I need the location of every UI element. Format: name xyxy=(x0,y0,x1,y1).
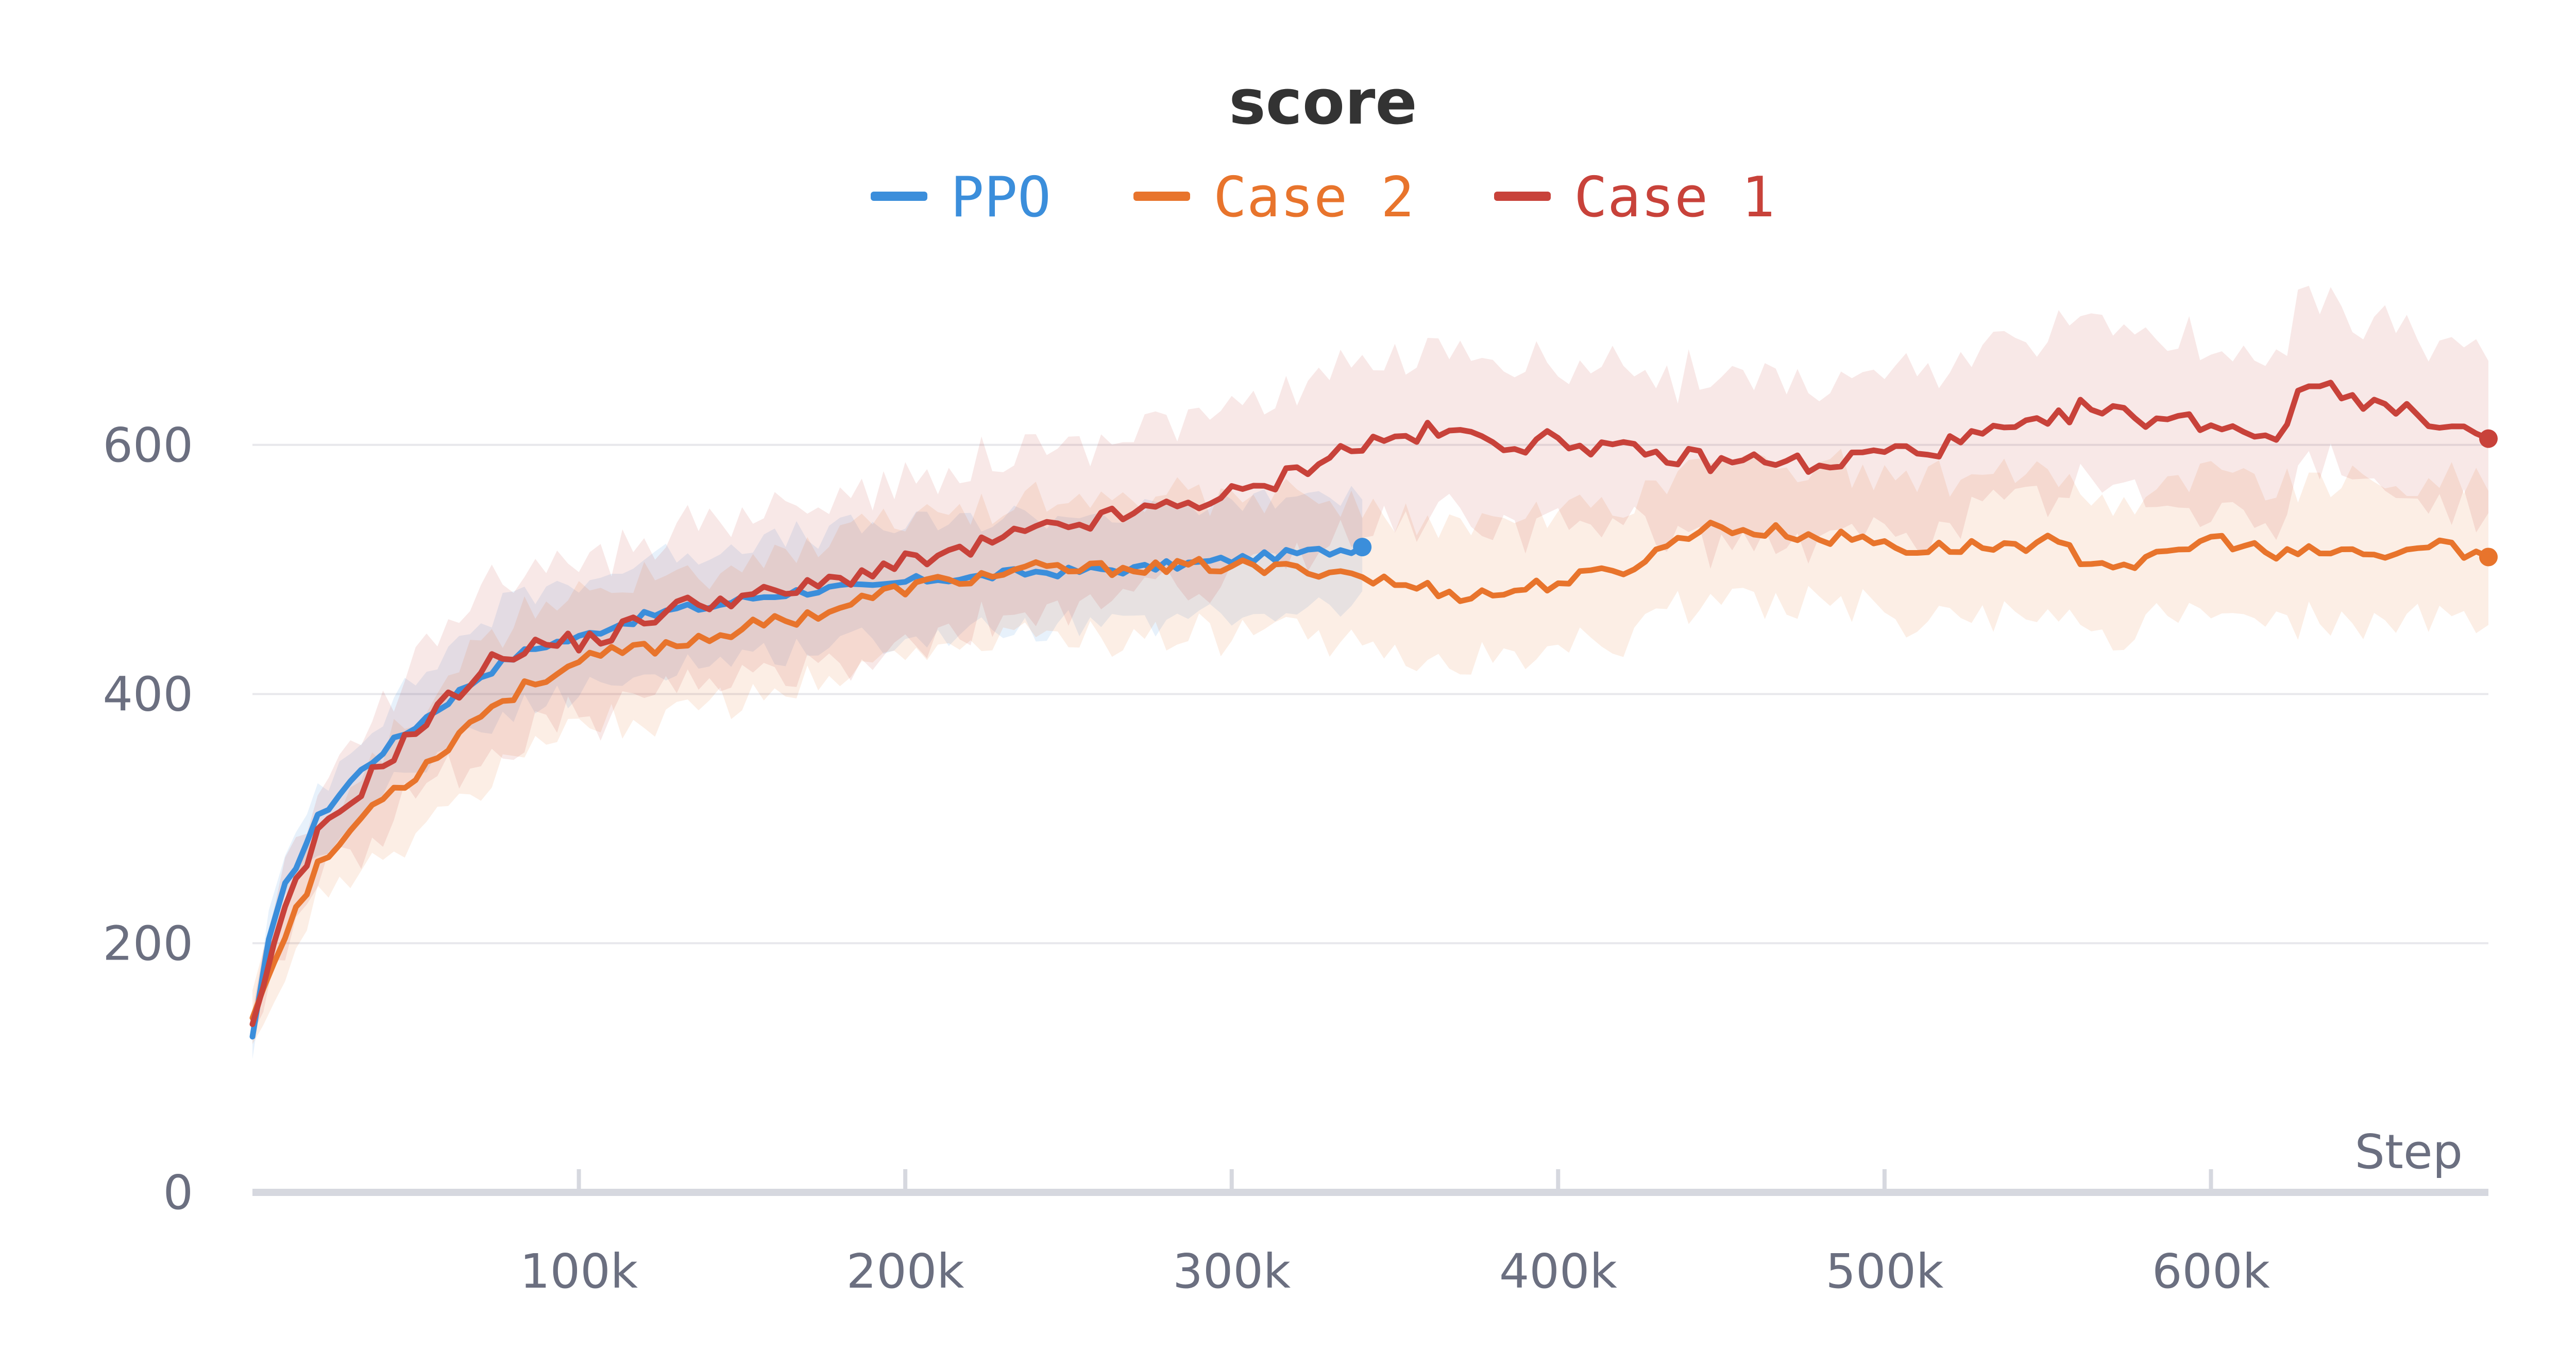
axes: 0 200 400 600 100k 200k 300k 400k 500k 600k xyxy=(103,418,2488,1299)
band-case-1 xyxy=(252,285,2488,1034)
confidence-bands xyxy=(252,285,2488,1059)
x-tick-label: 500k xyxy=(1825,1244,1944,1299)
series-endpoint-case-2 xyxy=(2479,548,2498,567)
legend-swatch xyxy=(871,192,927,201)
y-tick-label: 400 xyxy=(103,667,193,722)
legend-item-case-2: Case 2 xyxy=(1133,165,1414,230)
series-line-case-1 xyxy=(249,380,2492,1027)
chart-title: score xyxy=(1229,67,1417,139)
grid-lines xyxy=(252,443,2488,945)
legend-label: Case 1 xyxy=(1574,165,1775,230)
y-tick-label: 600 xyxy=(103,418,193,473)
x-tick-label: 600k xyxy=(2152,1244,2270,1299)
legend-swatch xyxy=(1133,192,1190,201)
legend-label: Case 2 xyxy=(1213,165,1414,230)
x-tick-label: 200k xyxy=(846,1244,965,1299)
band-case-2 xyxy=(252,449,2488,1045)
series-endpoint-ppo xyxy=(1353,538,1372,557)
legend-swatch xyxy=(1494,192,1551,201)
legend-item-ppo: PPO xyxy=(871,165,1051,230)
series-endpoint-case-1 xyxy=(2479,429,2498,448)
x-axis-label: Step xyxy=(2355,1124,2463,1179)
series-line-case-2 xyxy=(249,520,2492,1021)
x-tick-label: 300k xyxy=(1173,1244,1291,1299)
series-line-ppo xyxy=(249,544,1365,1040)
legend-label: PPO xyxy=(951,165,1051,230)
series-lines xyxy=(249,380,2498,1040)
legend-item-case-1: Case 1 xyxy=(1494,165,1775,230)
y-tick-label: 200 xyxy=(103,916,193,971)
legend: PPO Case 2 Case 1 xyxy=(871,165,1775,230)
x-tick-label: 100k xyxy=(520,1244,638,1299)
x-tick-label: 400k xyxy=(1499,1244,1618,1299)
band-ppo xyxy=(252,486,1363,1059)
y-tick-label: 0 xyxy=(163,1165,193,1220)
